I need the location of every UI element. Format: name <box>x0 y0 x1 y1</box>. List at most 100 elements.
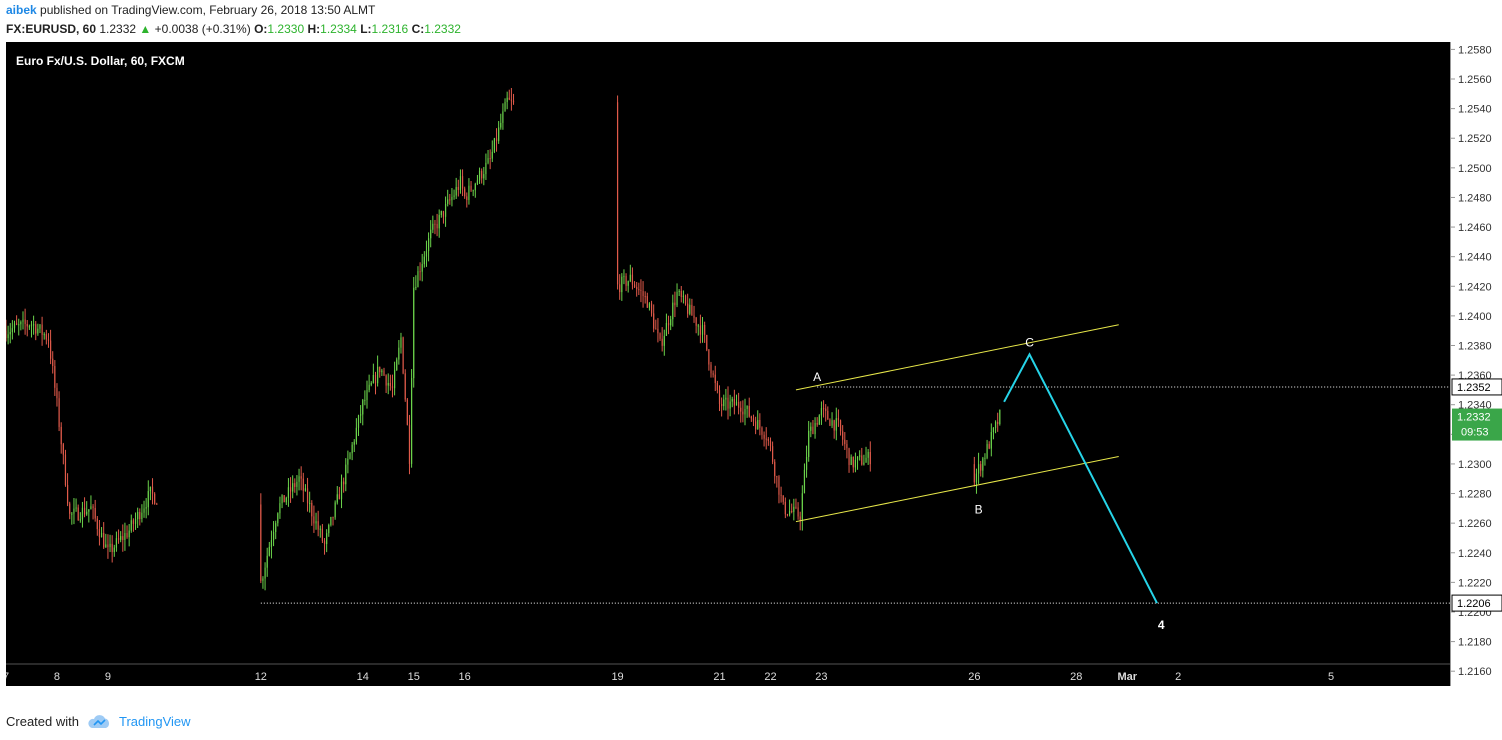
footer: Created with TradingView <box>6 714 191 729</box>
time-tick-label: 21 <box>713 671 725 683</box>
candle-body <box>294 483 296 487</box>
candle-body <box>113 547 115 553</box>
candle-body <box>676 291 678 306</box>
candle-body <box>345 464 347 485</box>
candle-body <box>818 415 820 425</box>
candle-body <box>653 313 655 329</box>
candle-body <box>646 296 648 308</box>
candle-body <box>695 317 697 326</box>
time-tick-label: 8 <box>54 671 60 683</box>
candle-body <box>355 427 357 442</box>
candle-body <box>793 506 795 512</box>
candle-body <box>487 158 489 163</box>
candle-body <box>387 382 389 386</box>
candle-body <box>667 322 670 326</box>
candle-body <box>92 506 94 508</box>
price-tick-label: 1.2520 <box>1458 133 1492 145</box>
candle-body <box>504 101 506 112</box>
price-chart[interactable]: 7 8 9 12 14 15 16 19 21 22 23 26 28 Mar 2 5 Euro Fx/U.S.… <box>3 42 1450 686</box>
candle-body <box>281 495 283 504</box>
candle-body <box>644 296 646 298</box>
candle-body <box>77 507 79 521</box>
candle-body <box>481 170 483 179</box>
price-axis-canvas[interactable]: 1.2580 1.2560 1.2540 1.2520 1.2500 1.2480 1.24… <box>1451 42 1502 686</box>
candle-body <box>820 408 823 416</box>
candle-body <box>493 138 496 152</box>
candle-body <box>330 516 332 525</box>
candle-body <box>396 359 398 371</box>
level-price-label: 1.2352 <box>1457 382 1491 394</box>
up-arrow-icon: ▲ <box>139 22 152 36</box>
candle-body <box>141 512 143 520</box>
candle-body <box>334 502 336 518</box>
candle-body <box>799 516 801 521</box>
candle-body <box>81 507 84 520</box>
price-tick-label: 1.2300 <box>1458 459 1492 471</box>
candle-body <box>151 486 154 494</box>
candle-body <box>780 494 782 496</box>
candle-body <box>636 287 638 290</box>
candle-body <box>984 457 986 459</box>
candle-body <box>512 100 515 103</box>
candle-body <box>62 444 64 455</box>
candle-body <box>56 387 58 399</box>
created-with-text: Created with <box>6 714 79 729</box>
candle-body <box>461 176 464 189</box>
candle-body <box>788 510 791 515</box>
candle-body <box>117 538 120 540</box>
candle-body <box>370 382 372 385</box>
candle-body <box>508 97 510 100</box>
candle-body <box>79 519 81 521</box>
candle-body <box>124 533 126 541</box>
candle-body <box>13 323 16 329</box>
wave-label: A <box>813 370 821 384</box>
price-axis[interactable]: 1.2580 1.2560 1.2540 1.2520 1.2500 1.2480 1.24… <box>1450 42 1502 686</box>
candle-body <box>778 476 780 495</box>
candle-body <box>867 451 869 458</box>
candle-body <box>340 481 343 500</box>
candle-body <box>304 488 307 491</box>
candle-body <box>406 399 408 425</box>
candle-body <box>434 223 436 225</box>
candle-body <box>26 323 28 327</box>
time-tick-label: 15 <box>408 671 420 683</box>
candle-body <box>988 444 990 449</box>
candle-body <box>980 464 982 471</box>
candle-body <box>850 456 852 465</box>
candle-body <box>784 501 786 515</box>
candle-body <box>7 334 9 339</box>
candle-body <box>132 520 135 524</box>
candle-body <box>678 291 680 293</box>
candle-body <box>425 251 428 257</box>
candle-body <box>302 478 304 491</box>
candle-body <box>869 451 871 465</box>
candle-body <box>659 333 661 339</box>
candle-body <box>729 401 731 409</box>
candle-body <box>47 339 50 341</box>
candle-body <box>22 319 24 322</box>
chart-canvas[interactable]: 7 8 9 12 14 15 16 19 21 22 23 26 28 Mar 2 5 Euro Fx/U.S.… <box>3 42 1450 686</box>
candle-body <box>684 295 687 304</box>
candle-body <box>427 238 430 252</box>
candle-body <box>98 529 101 538</box>
low-label: L: <box>360 22 372 36</box>
candle-body <box>865 457 867 463</box>
candle-body <box>372 374 374 383</box>
author-link[interactable]: aibek <box>6 3 37 17</box>
candle-body <box>975 473 978 483</box>
candle-body <box>368 384 370 391</box>
low-value: 1.2316 <box>371 22 409 36</box>
tradingview-link[interactable]: TradingView <box>118 714 191 729</box>
candle-body <box>149 486 151 492</box>
candle-body <box>691 304 693 316</box>
candle-body <box>827 410 829 420</box>
price-tick-label: 1.2540 <box>1458 104 1492 116</box>
candle-body <box>5 330 7 339</box>
candle-body <box>154 493 156 504</box>
candle-body <box>440 211 442 215</box>
time-tick-label: 16 <box>459 671 471 683</box>
candle-body <box>844 439 846 445</box>
candle-body <box>701 324 704 335</box>
candle-body <box>648 303 651 308</box>
candle-body <box>383 370 385 376</box>
